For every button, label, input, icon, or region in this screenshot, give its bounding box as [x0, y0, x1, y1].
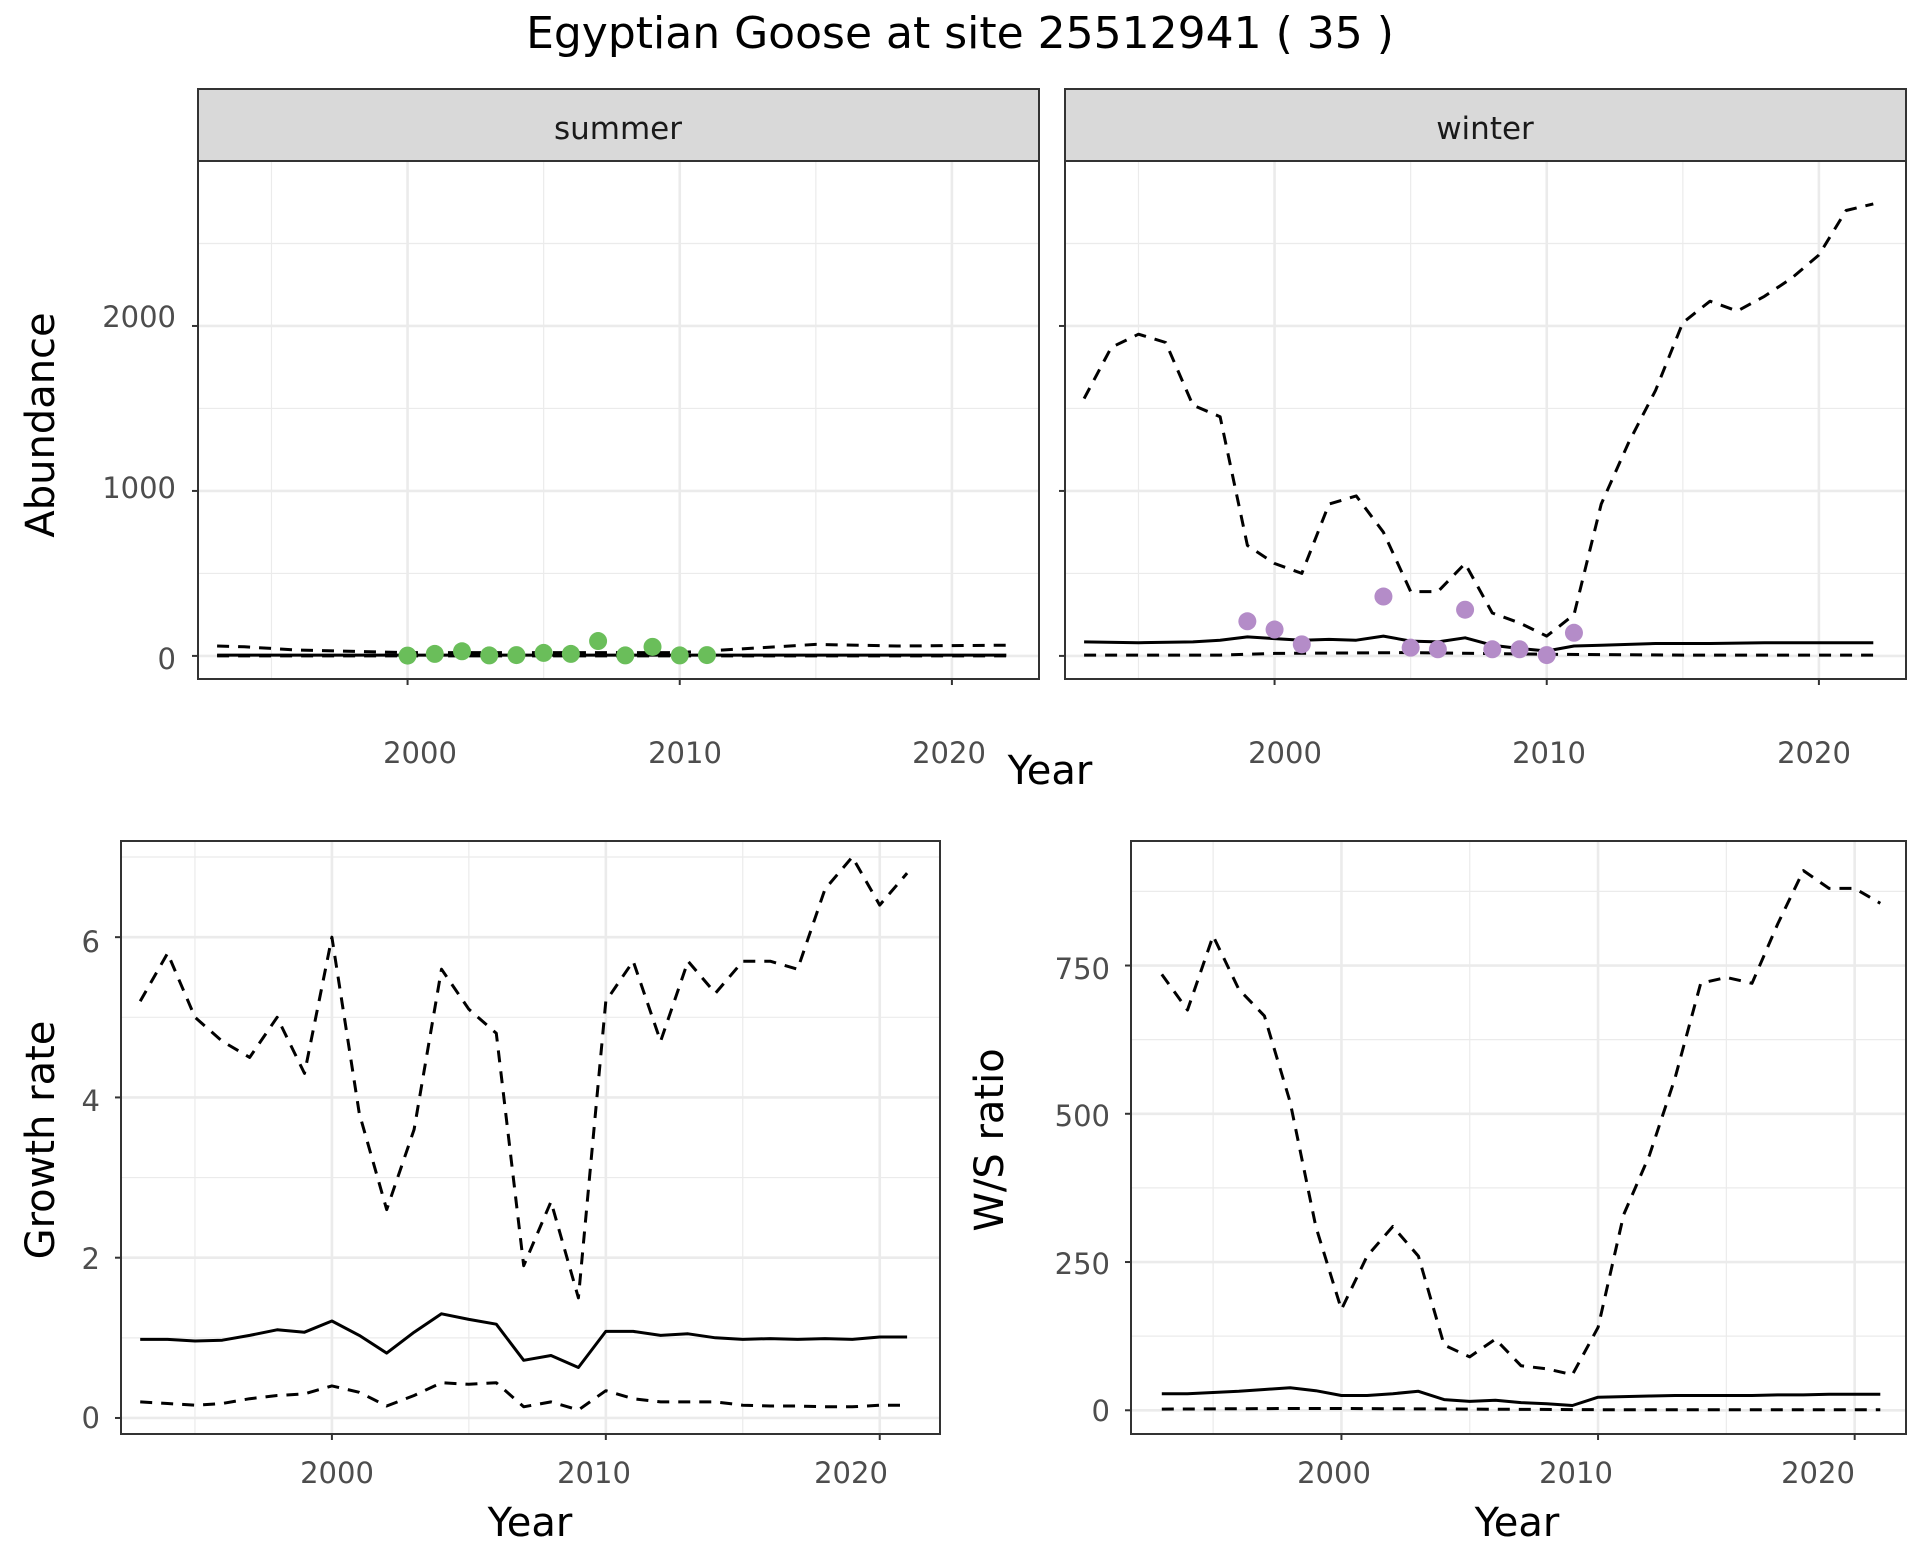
data-point [670, 646, 689, 665]
panel-border [1130, 840, 1907, 1435]
ratio-y-tick-labels: 750 500 250 0 [1055, 952, 1110, 1428]
y-tick-label: 250 [1055, 1247, 1110, 1281]
data-point [1292, 635, 1311, 654]
y-tick-label: 2 [82, 1242, 100, 1276]
data-point [1401, 638, 1420, 657]
y-tick-label: 500 [1055, 1099, 1110, 1133]
x-tick-label: 2020 [814, 1456, 888, 1490]
strip-label-winter: winter [1436, 111, 1534, 147]
x-tick-label: 2010 [648, 736, 722, 770]
data-point [1483, 640, 1502, 659]
top-y-axis-title: Abundance [18, 312, 64, 537]
data-point [616, 646, 635, 665]
strip-winter [1064, 88, 1907, 162]
data-point [697, 646, 716, 665]
growth-y-axis-title: Growth rate [18, 1021, 64, 1260]
data-point [425, 644, 444, 663]
ratio-x-tick-labels: 2000 2010 2020 [1297, 1456, 1855, 1490]
y-tick-label: 4 [82, 1084, 100, 1118]
x-tick-label: 2020 [1781, 1456, 1855, 1490]
growth-x-tick-labels: 2000 2010 2020 [300, 1456, 888, 1490]
panel-winter [1059, 160, 1907, 685]
lower-bound-line [140, 1381, 908, 1412]
lower-bound-line [1161, 1407, 1881, 1412]
panel-background [198, 161, 1039, 679]
panel-border [120, 840, 941, 1435]
y-tick-label: 750 [1055, 952, 1110, 986]
panel-background [1131, 841, 1906, 1434]
panel-ws-ratio [1125, 840, 1907, 1440]
y-tick-label: 0 [158, 642, 176, 676]
data-point [1510, 640, 1529, 659]
x-tick-label: 2000 [1248, 736, 1322, 770]
x-tick-label: 2000 [300, 1456, 374, 1490]
data-point [1374, 587, 1393, 606]
x-tick-label: 2020 [912, 736, 986, 770]
x-tick-label: 2020 [1777, 736, 1851, 770]
estimate-line [1161, 1386, 1881, 1407]
panel-background [1065, 161, 1906, 679]
data-point [1238, 612, 1257, 631]
panel-background [121, 841, 940, 1434]
x-tick-label: 2010 [1512, 736, 1586, 770]
upper-bound-line [1160, 869, 1882, 1377]
panel-summer [192, 160, 1040, 685]
data-point [480, 646, 499, 665]
upper-bound-line [1082, 202, 1874, 638]
ratio-x-axis-title: Year [1474, 1500, 1560, 1546]
y-tick-label: 0 [82, 1401, 100, 1435]
data-point [398, 646, 417, 665]
data-point [1265, 620, 1284, 639]
x-tick-label: 2000 [1297, 1456, 1371, 1490]
ratio-y-axis-title: W/S ratio [967, 1048, 1013, 1231]
y-tick-label: 0 [1092, 1394, 1110, 1428]
summer-x-tick-labels: 2000 2010 2020 [383, 736, 986, 770]
data-point [643, 637, 662, 656]
top-y-tick-labels: 2000 1000 0 [102, 300, 176, 676]
top-x-axis-title: Year [1007, 748, 1093, 794]
data-point [507, 646, 526, 665]
data-point [1564, 623, 1583, 642]
data-point [561, 644, 580, 663]
estimate-line [140, 1312, 908, 1369]
data-point [1428, 640, 1447, 659]
upper-bound-line [138, 855, 909, 1300]
data-point [453, 642, 472, 661]
y-tick-label: 1000 [102, 471, 176, 505]
strip-summer [197, 88, 1040, 162]
x-tick-label: 2010 [557, 1456, 631, 1490]
upper-bound-line [217, 642, 1007, 655]
y-tick-label: 2000 [102, 300, 176, 334]
panel-border [1064, 160, 1907, 680]
growth-x-axis-title: Year [487, 1500, 573, 1546]
data-point [1456, 600, 1475, 619]
panel-border [197, 160, 1040, 680]
growth-y-tick-labels: 6 4 2 0 [82, 925, 100, 1435]
data-point [589, 632, 608, 651]
figure-title: Egyptian Goose at site 25512941 ( 35 ) [526, 8, 1394, 59]
strip-label-summer: summer [554, 111, 682, 147]
winter-x-tick-labels: 2000 2010 2020 [1248, 736, 1851, 770]
panel-growth-rate [115, 840, 941, 1440]
x-tick-label: 2000 [383, 736, 457, 770]
data-point [1537, 646, 1556, 665]
data-point [534, 643, 553, 662]
y-tick-label: 6 [82, 925, 100, 959]
x-tick-label: 2010 [1539, 1456, 1613, 1490]
